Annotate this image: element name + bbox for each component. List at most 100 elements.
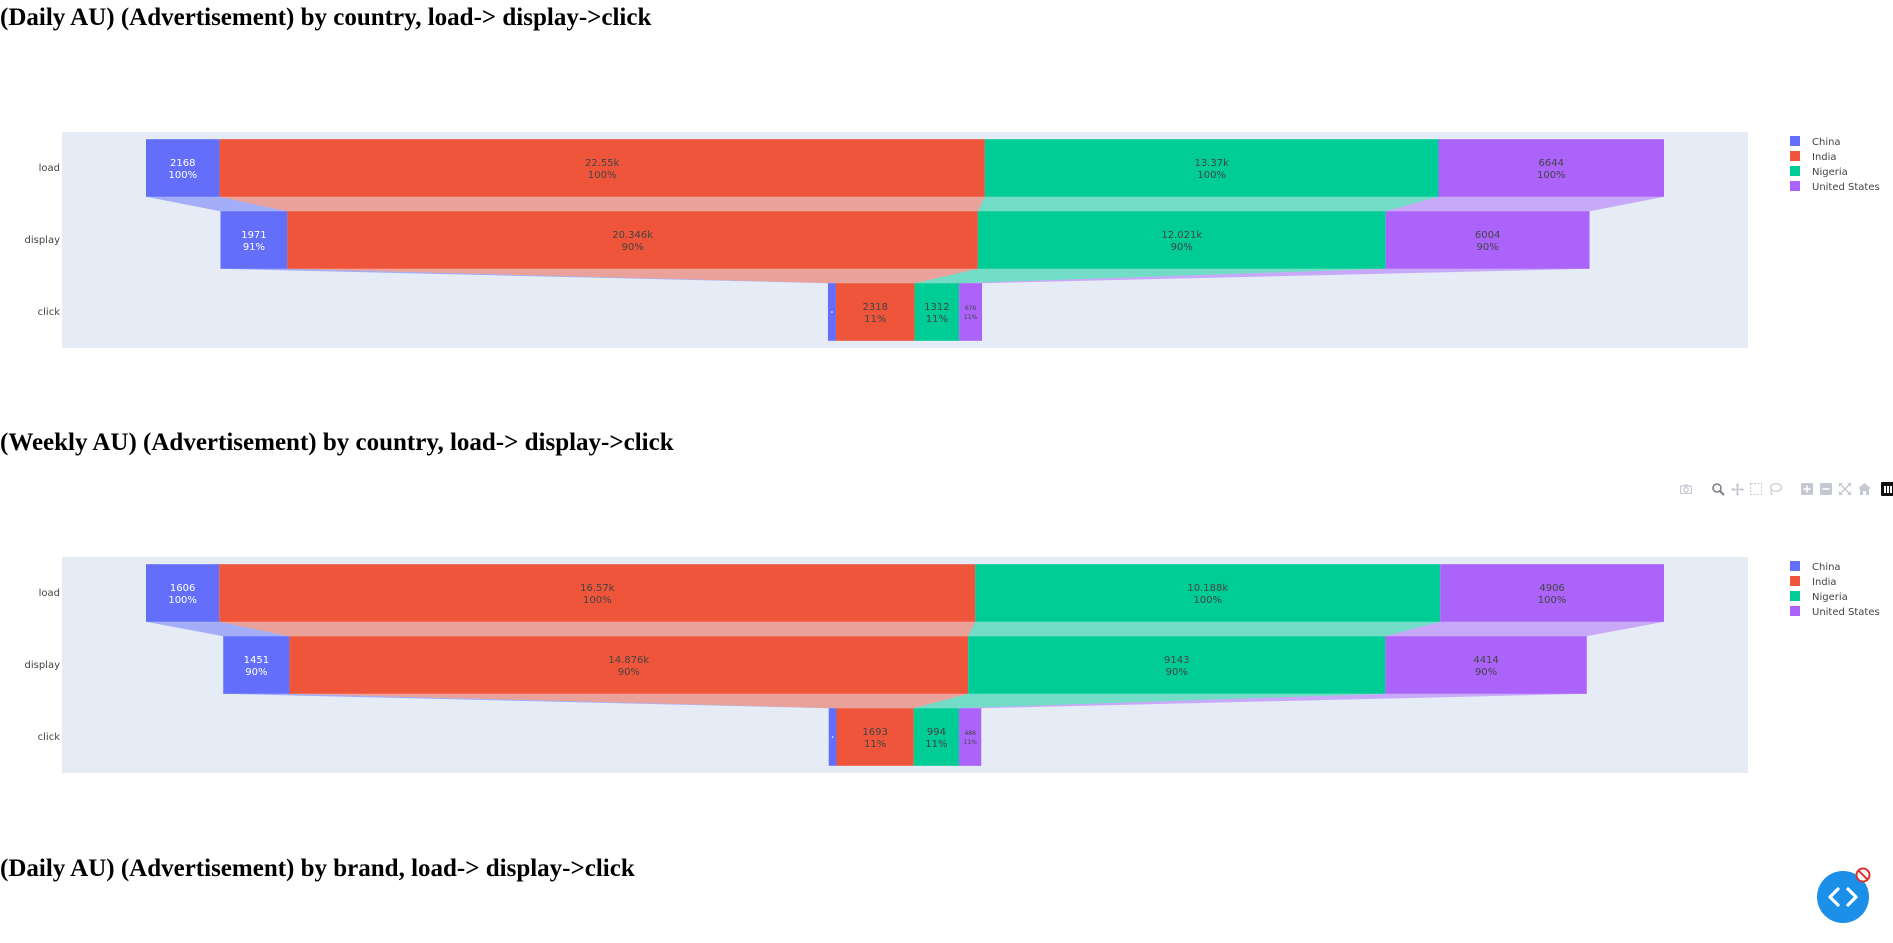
- bar-nigeria-click[interactable]: [914, 283, 960, 341]
- connector-nigeria: [968, 621, 1441, 637]
- data-label: 22.55k: [585, 158, 620, 169]
- percent-label: 90%: [1166, 667, 1188, 678]
- percent-label: 90%: [618, 667, 640, 678]
- legend-item-nigeria[interactable]: Nigeria: [1790, 166, 1848, 178]
- data-label: 1693: [862, 727, 887, 738]
- bar-india-click[interactable]: [835, 283, 915, 341]
- data-label: 994: [927, 727, 946, 738]
- bar-india-display[interactable]: [289, 636, 969, 694]
- bar-united-states-load[interactable]: [1438, 139, 1664, 197]
- percent-label: 11%: [864, 314, 886, 325]
- legend-item-united-states[interactable]: United States: [1790, 181, 1880, 193]
- bar-united-states-display[interactable]: [1385, 636, 1587, 694]
- data-label: 6644: [1539, 158, 1564, 169]
- data-label: 1606: [170, 583, 195, 594]
- bar-china-load[interactable]: [146, 139, 220, 197]
- data-label: 2168: [170, 158, 195, 169]
- stage-label-load: load: [39, 588, 60, 599]
- legend-item-china[interactable]: China: [1790, 561, 1841, 573]
- bar-china-display[interactable]: [220, 211, 288, 269]
- zoom-icon[interactable]: [1710, 481, 1726, 497]
- funnel-chart-weekly-country[interactable]: 1606 100% 16.57k 100% 10.188k 100% 4906 100% loa…: [0, 543, 1893, 833]
- connector-united-states: [959, 268, 1590, 284]
- chart-title-daily-country: (Daily AU) (Advertisement) by country, l…: [0, 4, 652, 31]
- connector-india: [287, 268, 978, 284]
- percent-label: 91%: [243, 242, 265, 253]
- bar-china-load[interactable]: [146, 564, 220, 622]
- disabled-badge-icon: [1855, 867, 1871, 883]
- percent-label: 90%: [1477, 242, 1499, 253]
- stage-label-display: display: [24, 235, 60, 246]
- legend-item-india[interactable]: India: [1790, 151, 1837, 163]
- percent-label: 11%: [964, 314, 978, 321]
- connector-nigeria: [914, 268, 1386, 284]
- legend-label: China: [1812, 137, 1841, 148]
- data-label: 676: [965, 305, 977, 312]
- box-select-icon[interactable]: [1748, 481, 1764, 497]
- camera-icon[interactable]: [1678, 481, 1694, 497]
- bar-united-states-load[interactable]: [1440, 564, 1664, 622]
- data-label: 20.346k: [612, 230, 653, 241]
- bar-nigeria-click[interactable]: [913, 708, 960, 766]
- connector-china: [146, 621, 290, 637]
- percent-label: 100%: [1537, 170, 1566, 181]
- percent-label: 100%: [1193, 595, 1222, 606]
- legend-label: India: [1812, 577, 1837, 588]
- legend-label: United States: [1812, 607, 1880, 618]
- legend-swatch: [1790, 591, 1800, 601]
- bar-nigeria-load[interactable]: [975, 564, 1441, 622]
- percent-label: 100%: [1538, 595, 1567, 606]
- bar-nigeria-load[interactable]: [984, 139, 1439, 197]
- bar-india-load[interactable]: [219, 139, 985, 197]
- pan-icon[interactable]: [1729, 481, 1745, 497]
- bar-united-states-click[interactable]: [959, 283, 983, 341]
- code-icon: [1828, 887, 1858, 907]
- data-label: 6004: [1475, 230, 1500, 241]
- zoom-out-icon[interactable]: [1818, 481, 1834, 497]
- bar-india-display[interactable]: [287, 211, 978, 269]
- legend-label: China: [1812, 562, 1841, 573]
- reset-axes-icon[interactable]: [1856, 481, 1872, 497]
- legend-label: India: [1812, 152, 1837, 163]
- data-label: 1971: [241, 230, 266, 241]
- percent-label: 100%: [588, 170, 617, 181]
- legend-label: United States: [1812, 182, 1880, 193]
- data-label: 12.021k: [1161, 230, 1202, 241]
- legend-item-united-states[interactable]: United States: [1790, 606, 1880, 618]
- legend-swatch: [1790, 576, 1800, 586]
- percent-label: 100%: [168, 595, 197, 606]
- legend-swatch: [1790, 151, 1800, 161]
- lasso-icon[interactable]: [1767, 481, 1783, 497]
- connector-china: [220, 268, 836, 284]
- stage-label-display: display: [24, 660, 60, 671]
- bar-nigeria-display[interactable]: [977, 211, 1386, 269]
- funnel-chart-daily-country[interactable]: 2168 100% 22.55k 100% 13.37k 100% 6644 100% load…: [0, 118, 1893, 408]
- legend-item-india[interactable]: India: [1790, 576, 1837, 588]
- connector-united-states: [1385, 621, 1664, 637]
- connector-china: [223, 693, 837, 709]
- data-label: 2318: [863, 302, 888, 313]
- legend-swatch: [1790, 166, 1800, 176]
- bar-china-display[interactable]: [223, 636, 290, 694]
- plotly-logo-icon[interactable]: [1881, 482, 1893, 496]
- chart-modebar: [1678, 480, 1893, 498]
- percent-label: 11%: [864, 739, 886, 750]
- legend-item-nigeria[interactable]: Nigeria: [1790, 591, 1848, 603]
- bar-united-states-display[interactable]: [1385, 211, 1590, 269]
- data-label: 9143: [1164, 655, 1189, 666]
- zoom-in-icon[interactable]: [1799, 481, 1815, 497]
- bar-india-click[interactable]: [836, 708, 914, 766]
- bar-nigeria-display[interactable]: [968, 636, 1386, 694]
- connector-china: [146, 196, 288, 212]
- percent-label: 11%: [925, 739, 947, 750]
- percent-label: 100%: [1197, 170, 1226, 181]
- chart-title-weekly-country: (Weekly AU) (Advertisement) by country, …: [0, 429, 674, 456]
- autoscale-icon[interactable]: [1837, 481, 1853, 497]
- legend-swatch: [1790, 136, 1800, 146]
- bar-united-states-click[interactable]: [959, 708, 982, 766]
- legend-item-china[interactable]: China: [1790, 136, 1841, 148]
- percent-label: 90%: [1475, 667, 1497, 678]
- data-label: 1451: [244, 655, 269, 666]
- bar-india-load[interactable]: [219, 564, 976, 622]
- percent-label: 11%: [964, 739, 978, 746]
